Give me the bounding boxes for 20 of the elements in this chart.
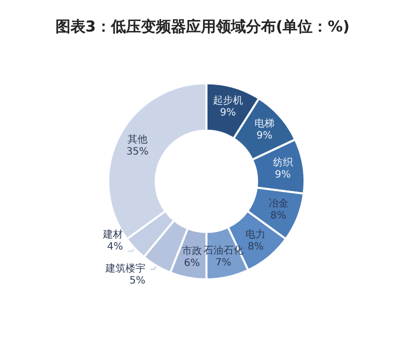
slice-label: 其他 <box>127 134 148 146</box>
slice-label: 纺织 <box>272 156 293 169</box>
slice-label: 建筑楼宇 <box>104 262 146 275</box>
data-label: 8% <box>270 210 286 222</box>
data-label: 7% <box>215 257 232 268</box>
slice-label: 电梯 <box>254 118 274 130</box>
slice-label: 冶金 <box>268 197 288 210</box>
data-label: 9% <box>256 130 272 142</box>
slice-label: 市政 <box>182 244 202 257</box>
data-label: 35% <box>126 146 149 158</box>
slice-label: 起步机 <box>212 94 243 106</box>
data-label: 4% <box>107 242 123 253</box>
data-label: 5% <box>130 276 146 287</box>
data-label: 9% <box>220 107 236 118</box>
data-label: 9% <box>274 170 291 181</box>
data-label: 8% <box>248 241 264 252</box>
slice-label: 建材 <box>102 228 123 241</box>
chart-title: 图表3：低压变频器应用领域分布(单位：%) <box>55 18 350 36</box>
data-label: 6% <box>184 258 200 269</box>
slice-label: 电力 <box>246 228 266 240</box>
